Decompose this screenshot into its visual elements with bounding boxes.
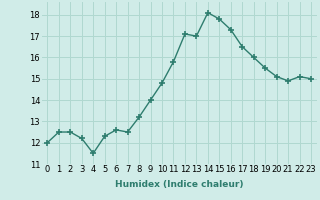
X-axis label: Humidex (Indice chaleur): Humidex (Indice chaleur) — [115, 180, 244, 189]
